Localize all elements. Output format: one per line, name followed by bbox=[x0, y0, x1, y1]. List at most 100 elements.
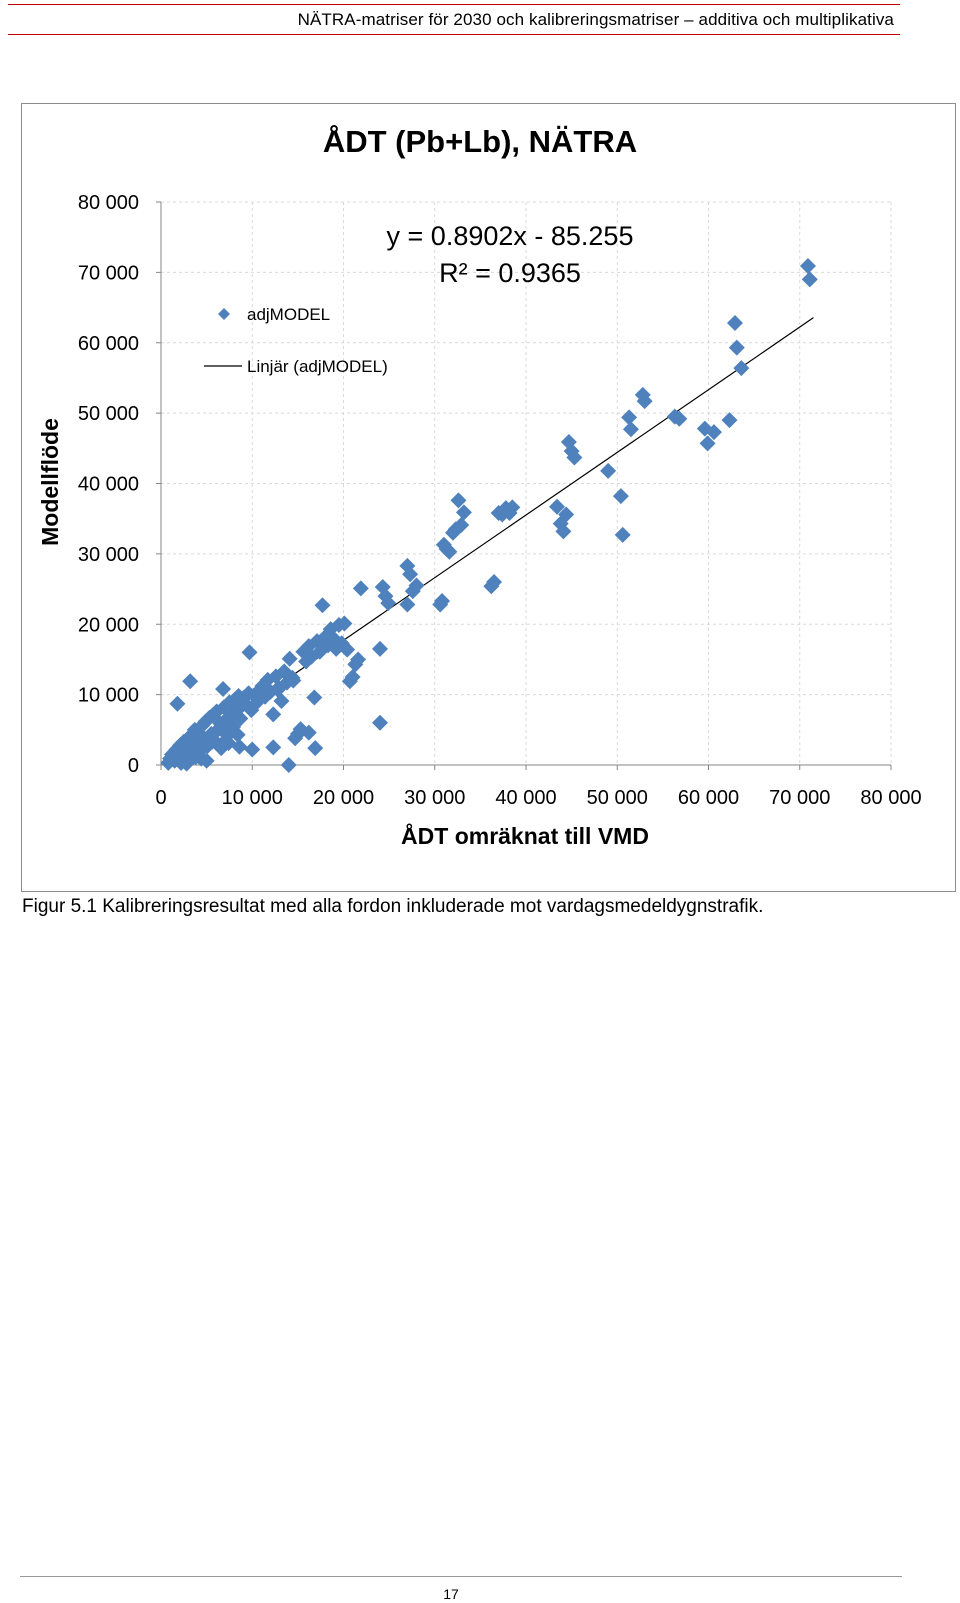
data-point bbox=[244, 741, 261, 758]
data-point bbox=[372, 714, 388, 731]
data-point bbox=[280, 757, 297, 773]
data-point bbox=[173, 754, 190, 771]
gridlines bbox=[161, 201, 892, 765]
data-point bbox=[622, 421, 639, 438]
data-point bbox=[621, 409, 638, 426]
data-point bbox=[726, 315, 743, 332]
data-point bbox=[733, 360, 750, 377]
data-point bbox=[705, 424, 722, 441]
y-tick-label: 20 000 bbox=[78, 614, 139, 636]
header-rule-bottom bbox=[8, 34, 900, 35]
x-tick-label: 10 000 bbox=[222, 787, 283, 809]
y-tick-label: 80 000 bbox=[78, 192, 139, 214]
data-point bbox=[182, 673, 199, 690]
data-point bbox=[380, 595, 397, 612]
data-point bbox=[801, 271, 818, 288]
x-tick-label: 60 000 bbox=[678, 787, 739, 809]
data-points bbox=[160, 258, 818, 773]
data-point bbox=[699, 435, 716, 452]
data-point bbox=[453, 517, 470, 534]
data-point bbox=[504, 499, 521, 516]
data-point bbox=[314, 597, 331, 614]
data-point bbox=[246, 687, 263, 704]
y-tick-label: 30 000 bbox=[78, 544, 139, 566]
header-rule-top bbox=[8, 4, 900, 5]
data-point bbox=[404, 583, 421, 600]
x-tick-label: 50 000 bbox=[587, 787, 648, 809]
data-point bbox=[241, 644, 258, 661]
x-axis-title: ÅDT omräknat till VMD bbox=[401, 822, 649, 849]
page-number: 17 bbox=[443, 1586, 459, 1602]
data-point bbox=[549, 498, 566, 515]
data-point bbox=[336, 615, 353, 632]
y-tick-label: 0 bbox=[128, 755, 139, 777]
data-point bbox=[450, 492, 467, 509]
x-tick-label: 30 000 bbox=[404, 787, 465, 809]
data-point bbox=[259, 671, 276, 688]
data-point bbox=[721, 412, 738, 429]
data-point bbox=[281, 650, 298, 667]
regression-equation: y = 0.8902x - 85.255 bbox=[387, 221, 634, 251]
chart-frame: ÅDT (Pb+Lb), NÄTRA 0 10 000 20 000 30 000 40… bbox=[21, 103, 956, 892]
x-tick-labels: 0 10 000 20 000 30 000 40 000 50 000 60 000 70 … bbox=[155, 787, 921, 809]
chart-title: ÅDT (Pb+Lb), NÄTRA bbox=[323, 124, 637, 159]
data-point bbox=[455, 504, 472, 521]
data-point bbox=[269, 681, 286, 698]
x-tick-label: 0 bbox=[155, 787, 166, 809]
data-point bbox=[232, 710, 249, 727]
legend: adjMODEL Linjär (adjMODEL) bbox=[204, 305, 388, 376]
data-point bbox=[285, 672, 302, 689]
y-tick-label: 70 000 bbox=[78, 262, 139, 284]
footer-rule bbox=[20, 1576, 902, 1577]
data-point bbox=[339, 641, 356, 658]
data-point bbox=[169, 695, 186, 712]
data-point bbox=[402, 566, 419, 583]
data-point bbox=[614, 526, 631, 543]
r-squared-label: R² = 0.9365 bbox=[439, 258, 581, 288]
data-point bbox=[372, 640, 388, 657]
data-point bbox=[265, 739, 282, 756]
x-tick-label: 20 000 bbox=[313, 787, 374, 809]
data-point bbox=[265, 706, 282, 723]
data-point bbox=[306, 689, 323, 706]
chart: ÅDT (Pb+Lb), NÄTRA 0 10 000 20 000 30 000 40… bbox=[37, 124, 922, 849]
data-point bbox=[566, 449, 583, 466]
data-point bbox=[555, 523, 572, 540]
x-tick-label: 70 000 bbox=[769, 787, 830, 809]
y-tick-label: 40 000 bbox=[78, 474, 139, 496]
y-tick-label: 50 000 bbox=[78, 403, 139, 425]
data-point bbox=[558, 506, 575, 523]
y-tick-label: 60 000 bbox=[78, 333, 139, 355]
data-point bbox=[229, 726, 246, 743]
y-tick-labels: 0 10 000 20 000 30 000 40 000 50 000 60 000 70 … bbox=[78, 192, 139, 777]
data-point bbox=[399, 596, 416, 613]
figure-caption: Figur 5.1 Kalibreringsresultat med alla … bbox=[22, 896, 764, 917]
data-point bbox=[352, 580, 369, 597]
data-point bbox=[189, 740, 206, 757]
y-tick-label: 10 000 bbox=[78, 685, 139, 707]
data-point bbox=[600, 462, 617, 479]
data-point bbox=[434, 593, 451, 610]
legend-label-trendline: Linjär (adjMODEL) bbox=[247, 357, 388, 376]
data-point bbox=[215, 680, 232, 697]
data-point bbox=[307, 740, 324, 757]
data-point bbox=[374, 578, 391, 595]
data-point bbox=[216, 724, 233, 741]
data-point bbox=[612, 488, 629, 505]
data-point bbox=[350, 651, 367, 668]
running-header: NÄTRA-matriser för 2030 och kalibrerings… bbox=[297, 10, 894, 29]
x-tick-label: 80 000 bbox=[860, 787, 921, 809]
data-point bbox=[671, 410, 688, 427]
data-point bbox=[344, 669, 361, 686]
x-tick-label: 40 000 bbox=[495, 787, 556, 809]
data-point bbox=[728, 339, 745, 356]
legend-label-series: adjMODEL bbox=[247, 305, 330, 324]
data-point bbox=[636, 393, 653, 410]
legend-marker-diamond bbox=[218, 308, 230, 320]
data-point bbox=[300, 724, 317, 741]
data-point bbox=[486, 574, 503, 591]
data-point bbox=[799, 258, 816, 275]
data-point bbox=[441, 543, 458, 560]
y-axis-title: Modellflöde bbox=[37, 418, 63, 546]
data-point bbox=[408, 577, 425, 594]
